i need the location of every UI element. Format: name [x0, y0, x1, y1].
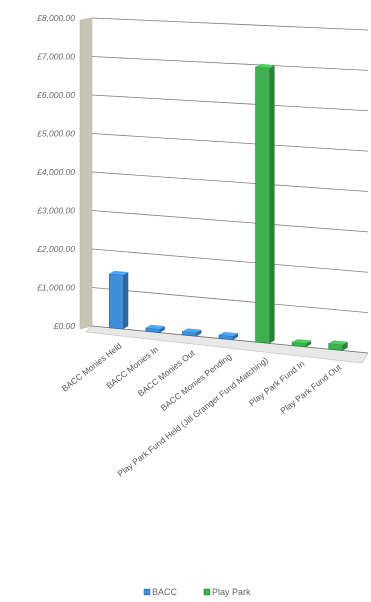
y-tick-label: £1,000.00: [36, 283, 75, 293]
y-tick-label: £5,000.00: [36, 129, 75, 139]
bar-top: [219, 331, 238, 337]
bar-side: [306, 340, 312, 347]
bar: [255, 66, 270, 344]
x-category-label: BACC Monies Pending: [159, 351, 234, 413]
y-tick-label: £8,000.00: [36, 13, 75, 23]
gridline: [91, 94, 369, 112]
legend-label: BACC: [152, 587, 178, 597]
gridline: [91, 17, 369, 31]
bar-top: [109, 270, 129, 276]
y-tick-label: £7,000.00: [36, 52, 75, 62]
y-tick-label: £4,000.00: [36, 167, 75, 177]
gridline: [91, 210, 369, 233]
bar-top: [255, 63, 275, 69]
bar-top: [182, 328, 202, 333]
bar-side: [269, 65, 275, 344]
gridline: [91, 248, 369, 273]
bar-side: [159, 326, 165, 333]
bar-side: [233, 333, 238, 340]
y-tick-label: £3,000.00: [36, 206, 75, 216]
gridline: [91, 287, 369, 314]
gridline: [91, 171, 369, 192]
bar-top: [328, 340, 348, 345]
legend-swatch: [203, 588, 211, 596]
legend-label: Play Park: [212, 587, 251, 597]
bar-top: [145, 324, 165, 330]
x-category-label: Play Park Fund Held (Jill Granger Fund M…: [115, 355, 269, 479]
y-tick-label: £0.00: [53, 321, 76, 331]
chart-side-wall: [79, 17, 93, 330]
bar-side: [123, 272, 129, 330]
y-tick-label: £6,000.00: [36, 90, 75, 100]
bar: [108, 273, 124, 330]
legend-swatch: [143, 588, 151, 596]
bar-top: [292, 339, 312, 344]
gridline: [91, 133, 369, 152]
bar-side: [196, 329, 202, 337]
bar-side: [342, 341, 348, 351]
gridline: [91, 56, 369, 71]
y-tick-label: £2,000.00: [36, 244, 75, 254]
